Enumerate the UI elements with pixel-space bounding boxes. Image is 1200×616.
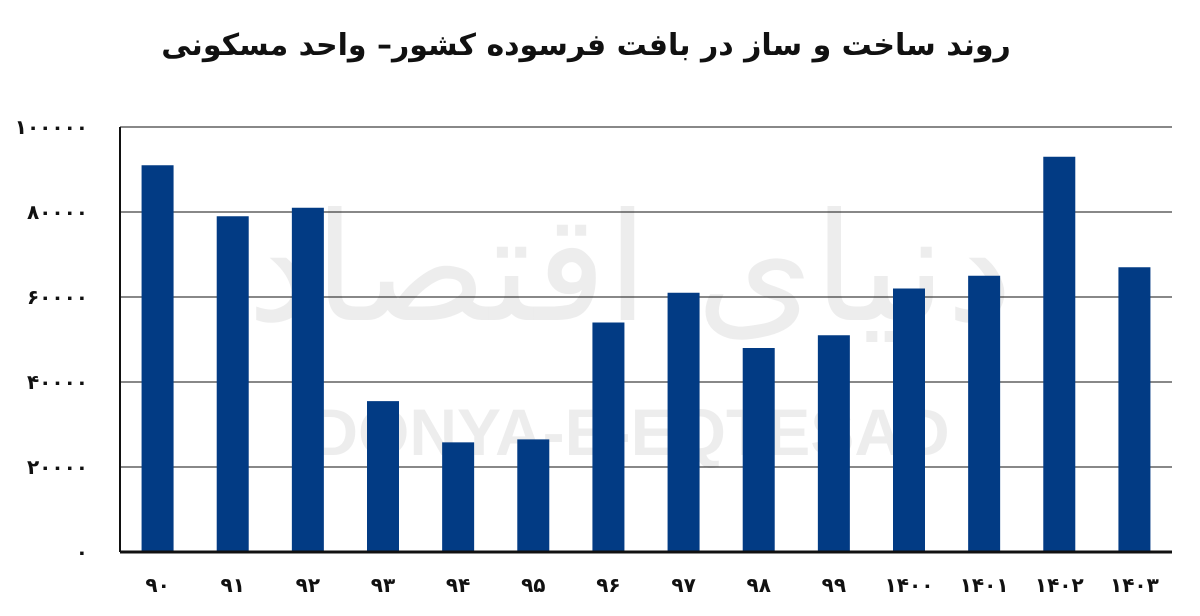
bar bbox=[1118, 267, 1151, 552]
chart-title: روند ساخت و ساز در بافت فرسوده کشور– واح… bbox=[161, 28, 1011, 63]
bar bbox=[592, 322, 625, 552]
x-tick-label: ۹۵ bbox=[521, 573, 545, 597]
x-tick-label: ۹۹ bbox=[822, 573, 846, 597]
watermark-brand: دنیای اقتصاد bbox=[247, 182, 1013, 356]
bars bbox=[141, 156, 1151, 552]
x-tick-label: ۱۴۰۲ bbox=[1035, 573, 1084, 597]
x-tick-label: ۹۰ bbox=[145, 573, 169, 597]
x-tick-label: ۹۶ bbox=[596, 573, 620, 597]
y-tick-label: ۶۰۰۰۰ bbox=[27, 285, 88, 309]
x-tick-label: ۹۴ bbox=[446, 573, 470, 597]
bar bbox=[442, 442, 475, 552]
x-tick-label: ۹۷ bbox=[671, 573, 695, 597]
x-tick-label: ۹۸ bbox=[747, 573, 771, 597]
y-tick-label: ۱۰۰۰۰۰ bbox=[15, 115, 88, 139]
bar bbox=[817, 335, 850, 552]
x-tick-label: ۹۱ bbox=[221, 573, 245, 597]
bar bbox=[893, 288, 925, 552]
bar bbox=[742, 348, 775, 552]
bar bbox=[517, 439, 550, 552]
bar bbox=[968, 275, 1001, 552]
watermark-latin: DONYA-E-EQTESAD bbox=[310, 395, 949, 469]
x-tick-label: ۹۳ bbox=[371, 573, 395, 597]
x-tick-label: ۱۴۰۱ bbox=[960, 573, 1009, 597]
y-axis-ticks: ۰ ۲۰۰۰۰ ۴۰۰۰۰ ۶۰۰۰۰ ۸۰۰۰۰ ۱۰۰۰۰۰ bbox=[15, 115, 88, 564]
x-tick-label: ۱۴۰۰ bbox=[885, 573, 934, 597]
x-tick-label: ۹۲ bbox=[296, 573, 320, 597]
x-tick-label: ۱۴۰۳ bbox=[1110, 573, 1159, 597]
y-tick-label: ۸۰۰۰۰ bbox=[27, 200, 88, 224]
y-tick-label: ۲۰۰۰۰ bbox=[27, 455, 88, 479]
bar bbox=[291, 207, 324, 552]
y-tick-label: ۴۰۰۰۰ bbox=[27, 370, 88, 394]
bar bbox=[141, 165, 174, 552]
bar bbox=[667, 292, 700, 552]
bar bbox=[367, 401, 399, 552]
bar bbox=[1043, 156, 1076, 552]
y-tick-label: ۰ bbox=[76, 540, 88, 564]
bar bbox=[216, 216, 249, 552]
x-axis-ticks: ۹۰ ۹۱ ۹۲ ۹۳ ۹۴ ۹۵ ۹۶ ۹۷ ۹۸ ۹۹ ۱۴۰۰ ۱۴۰۱ ۱۴۰۲ ۱۴۰۳ bbox=[145, 573, 1158, 597]
